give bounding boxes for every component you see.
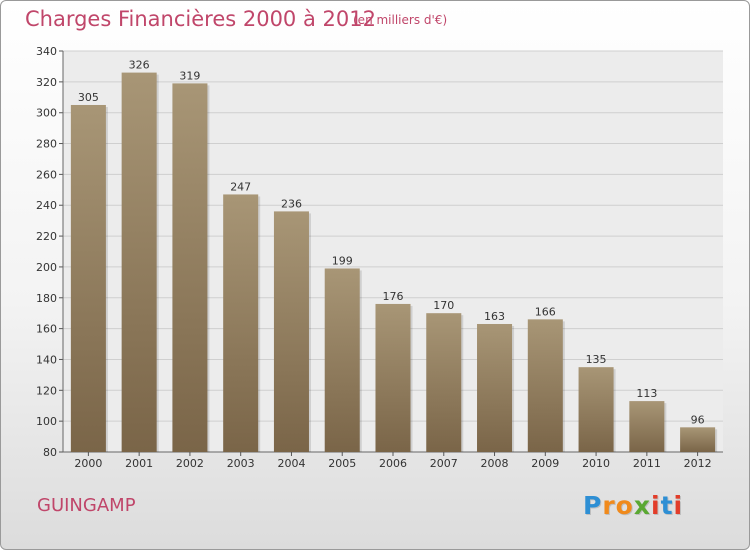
bar-value-label: 326 (129, 59, 150, 72)
y-tick-label: 180 (36, 292, 57, 305)
bar-2000 (70, 104, 106, 452)
x-tick-label: 2012 (684, 457, 712, 470)
logo-letter: P (583, 491, 603, 520)
bar-value-label: 113 (636, 387, 657, 400)
x-tick-label: 2004 (277, 457, 305, 470)
bar-2005 (324, 268, 360, 452)
logo-letter: x (633, 491, 651, 520)
logo-letter: o (615, 491, 634, 520)
bar-value-label: 176 (383, 290, 404, 303)
bar-2009 (527, 319, 563, 452)
bar-2011 (629, 401, 665, 452)
x-tick-label: 2001 (125, 457, 153, 470)
chart-title: Charges Financières 2000 à 2012 (25, 7, 376, 31)
bar-2008 (477, 323, 513, 452)
bar-value-label: 247 (230, 180, 251, 193)
proxiti-logo: Proxiti (583, 491, 683, 520)
bar-2006 (375, 303, 411, 452)
bar-value-label: 319 (179, 69, 200, 82)
logo-letter: r (602, 491, 616, 520)
y-tick-label: 100 (36, 415, 57, 428)
y-tick-label: 200 (36, 261, 57, 274)
y-tick-label: 160 (36, 323, 57, 336)
bar-2002 (172, 83, 208, 452)
y-tick-label: 280 (36, 138, 57, 151)
x-tick-label: 2003 (227, 457, 255, 470)
y-tick-label: 300 (36, 107, 57, 120)
y-tick-label: 260 (36, 168, 57, 181)
bars (70, 72, 718, 452)
x-tick-label: 2007 (430, 457, 458, 470)
y-tick-label: 220 (36, 230, 57, 243)
bar-value-label: 236 (281, 197, 302, 210)
labels: 305 326 319 247 236 199 176 170 163 166 135 113 96 (78, 59, 705, 427)
x-tick-label: 2002 (176, 457, 204, 470)
x-tick-label: 2006 (379, 457, 407, 470)
x-tick-label: 2005 (328, 457, 356, 470)
x-tick-label: 2011 (633, 457, 661, 470)
bar-value-label: 96 (691, 413, 705, 426)
y-tick-label: 340 (36, 45, 57, 58)
bar-value-label: 163 (484, 310, 505, 323)
y-tick-label: 240 (36, 199, 57, 212)
chart-subtitle: (en milliers d'€) (353, 13, 448, 27)
y-tick-label: 80 (43, 446, 57, 459)
bar-2003 (223, 194, 259, 452)
x-tick-label: 2008 (481, 457, 509, 470)
logo-letter: i (673, 491, 684, 520)
x-tick-label: 2010 (582, 457, 610, 470)
bar-value-label: 135 (586, 353, 607, 366)
commune-name: GUINGAMP (37, 495, 136, 516)
logo-letter: i (651, 491, 661, 520)
y-tick-label: 140 (36, 353, 57, 366)
bar-2001 (121, 72, 157, 452)
logo-letter: t (660, 491, 674, 520)
bar-2012 (680, 427, 716, 452)
bar-value-label: 170 (433, 299, 454, 312)
y-tick-label: 120 (36, 384, 57, 397)
x-tick-label: 2000 (74, 457, 102, 470)
bar-2010 (578, 367, 614, 452)
bar-value-label: 199 (332, 254, 353, 267)
bar-2007 (426, 313, 462, 452)
y-tick-label: 320 (36, 76, 57, 89)
bar-2004 (273, 211, 309, 452)
x-tick-label: 2009 (531, 457, 559, 470)
bar-value-label: 166 (535, 305, 556, 318)
bar-value-label: 305 (78, 91, 99, 104)
